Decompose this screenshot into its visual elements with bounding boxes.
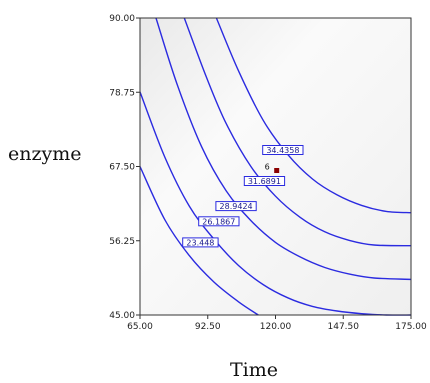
y-tick-label: 90.00 — [109, 14, 135, 24]
contour-label-2: 26.1867 — [202, 217, 235, 226]
contour-label-box-5 — [262, 145, 304, 155]
y-tick-label: 45.00 — [109, 311, 135, 321]
contour-label-box-1 — [182, 237, 219, 248]
contour-line-4 — [183, 17, 412, 247]
contour-line-1 — [139, 166, 259, 316]
y-tick-label: 67.50 — [109, 163, 135, 173]
data-points: 6 — [265, 163, 280, 173]
contour-label-box-2 — [198, 216, 240, 227]
contour-label-box-3 — [215, 201, 257, 212]
contour-lines — [139, 17, 412, 316]
x-tick-label: 120.00 — [260, 322, 292, 332]
contour-line-3 — [155, 17, 412, 281]
y-tick-label: 56.25 — [109, 237, 135, 247]
contour-line-2 — [139, 91, 412, 316]
contour-labels: 23.448 26.1867 28.9424 31.6891 34.4358 — [182, 145, 304, 248]
design-point-1 — [274, 168, 280, 173]
contour-label-3: 28.9424 — [220, 202, 253, 211]
contour-label-box-4 — [243, 176, 286, 186]
x-axis-title: Time — [230, 359, 278, 381]
y-tick-label: 78.75 — [109, 88, 135, 98]
contour-label-1: 23.448 — [186, 238, 214, 247]
x-tick-label: 65.00 — [127, 322, 153, 332]
design-point-label-1: 6 — [265, 163, 270, 172]
axis-ticks: 65.00 92.50 120.00 147.50 175.0045.0056.2567… — [109, 14, 427, 332]
y-axis-title: enzyme — [8, 143, 82, 165]
contour-line-5 — [215, 17, 412, 214]
plot-area — [140, 18, 411, 315]
contour-label-4: 31.6891 — [248, 177, 281, 186]
x-tick-label: 92.50 — [195, 322, 221, 332]
x-tick-label: 147.50 — [328, 322, 360, 332]
x-tick-label: 175.00 — [395, 322, 427, 332]
contour-label-5: 34.4358 — [266, 146, 299, 155]
